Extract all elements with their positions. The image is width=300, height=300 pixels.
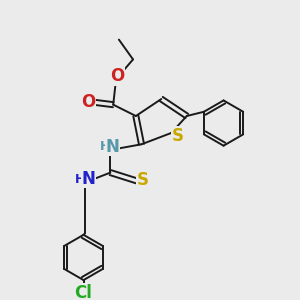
Text: O: O (110, 68, 124, 85)
Text: S: S (136, 172, 148, 190)
Text: O: O (81, 93, 95, 111)
Text: H: H (75, 172, 85, 186)
Text: S: S (171, 127, 183, 145)
Text: Cl: Cl (75, 284, 92, 300)
Text: N: N (106, 137, 120, 155)
Text: N: N (81, 170, 95, 188)
Text: H: H (100, 140, 110, 153)
